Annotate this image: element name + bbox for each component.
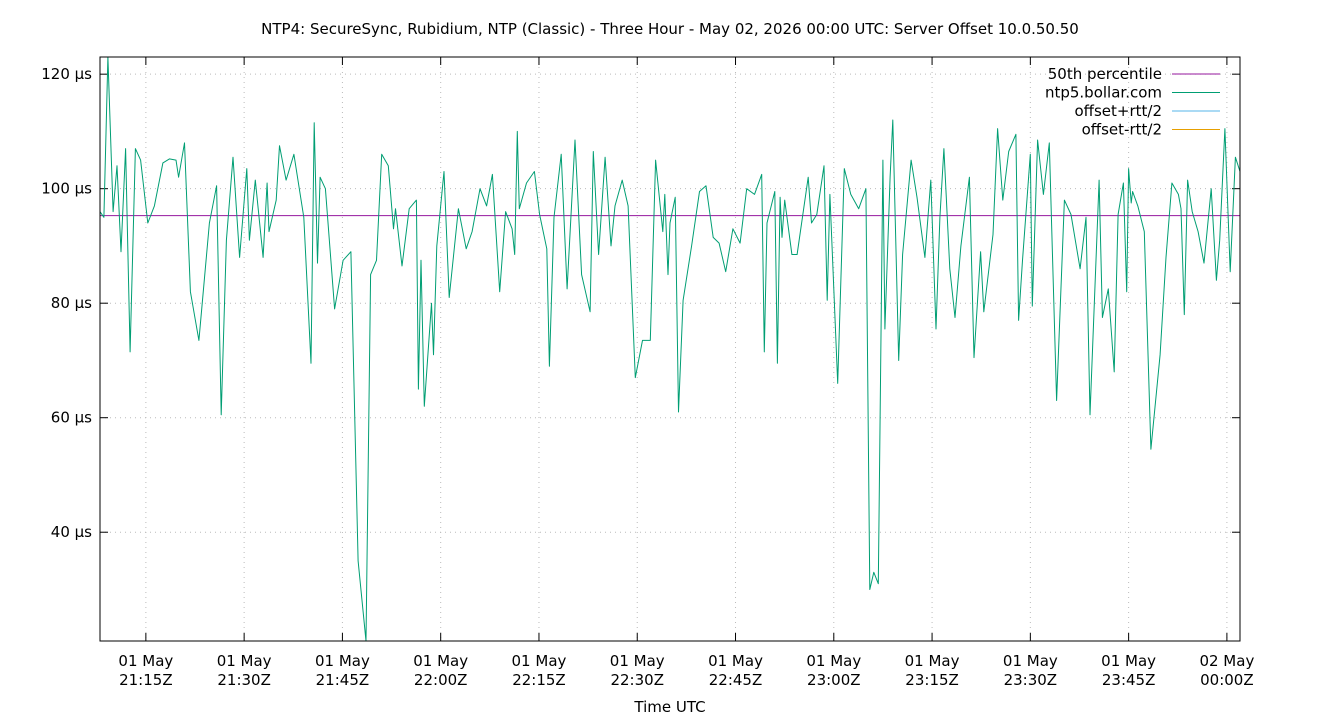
x-tick-time: 23:15Z: [905, 671, 959, 689]
x-tick-date: 01 May: [413, 652, 468, 670]
y-tick-label: 60 µs: [51, 409, 92, 427]
x-tick-time: 23:00Z: [807, 671, 861, 689]
x-tick-time: 22:00Z: [414, 671, 468, 689]
x-tick-date: 01 May: [118, 652, 173, 670]
x-tick-date: 01 May: [806, 652, 861, 670]
legend-label: 50th percentile: [1048, 65, 1162, 83]
plot-frame: [99, 56, 1241, 642]
x-tick-date: 01 May: [217, 652, 272, 670]
x-tick-label: 01 May 23:15Z: [905, 652, 960, 689]
x-tick-date: 01 May: [708, 652, 763, 670]
x-tick-label: 02 May 00:00Z: [1199, 652, 1254, 689]
x-tick-label: 01 May 21:45Z: [315, 652, 370, 689]
y-tick-label: 100 µs: [41, 180, 92, 198]
x-tick-date: 02 May: [1199, 652, 1254, 670]
series-line-offset: [99, 56, 1241, 642]
x-tick-date: 01 May: [1101, 652, 1156, 670]
x-tick-time: 21:45Z: [316, 671, 370, 689]
x-tick-label: 01 May 23:00Z: [806, 652, 861, 689]
legend: 50th percentilentp5.bollar.comoffset+rtt…: [1045, 65, 1220, 139]
x-tick-label: 01 May 22:00Z: [413, 652, 468, 689]
x-tick-date: 01 May: [315, 652, 370, 670]
y-tick-label: 120 µs: [41, 65, 92, 83]
x-tick-time: 22:30Z: [610, 671, 664, 689]
x-tick-time: 21:30Z: [217, 671, 271, 689]
x-tick-date: 01 May: [1003, 652, 1058, 670]
x-tick-time: 23:45Z: [1102, 671, 1156, 689]
grid: [100, 57, 1240, 641]
legend-label: ntp5.bollar.com: [1045, 84, 1162, 102]
x-tick-time: 00:00Z: [1200, 671, 1254, 689]
y-tick-label: 40 µs: [51, 523, 92, 541]
x-tick-label: 01 May 22:15Z: [512, 652, 567, 689]
x-tick-time: 21:15Z: [119, 671, 173, 689]
y-axis-ticks: 40 µs 60 µs 80 µs 100 µs 120 µs: [41, 65, 1240, 541]
legend-label: offset+rtt/2: [1074, 102, 1162, 120]
x-tick-time: 22:45Z: [709, 671, 763, 689]
x-tick-date: 01 May: [512, 652, 567, 670]
x-tick-time: 22:15Z: [512, 671, 566, 689]
legend-label: offset-rtt/2: [1082, 121, 1162, 139]
x-tick-label: 01 May 23:30Z: [1003, 652, 1058, 689]
x-tick-label: 01 May 22:30Z: [610, 652, 665, 689]
x-tick-time: 23:30Z: [1004, 671, 1058, 689]
x-tick-label: 01 May 21:30Z: [217, 652, 272, 689]
y-tick-label: 80 µs: [51, 294, 92, 312]
x-tick-label: 01 May 23:45Z: [1101, 652, 1156, 689]
x-tick-date: 01 May: [610, 652, 665, 670]
x-axis-label: Time UTC: [633, 698, 705, 716]
x-tick-label: 01 May 22:45Z: [708, 652, 763, 689]
chart-title: NTP4: SecureSync, Rubidium, NTP (Classic…: [261, 20, 1079, 38]
x-tick-date: 01 May: [905, 652, 960, 670]
series-lines: [99, 56, 1241, 642]
x-tick-label: 01 May 21:15Z: [118, 652, 173, 689]
